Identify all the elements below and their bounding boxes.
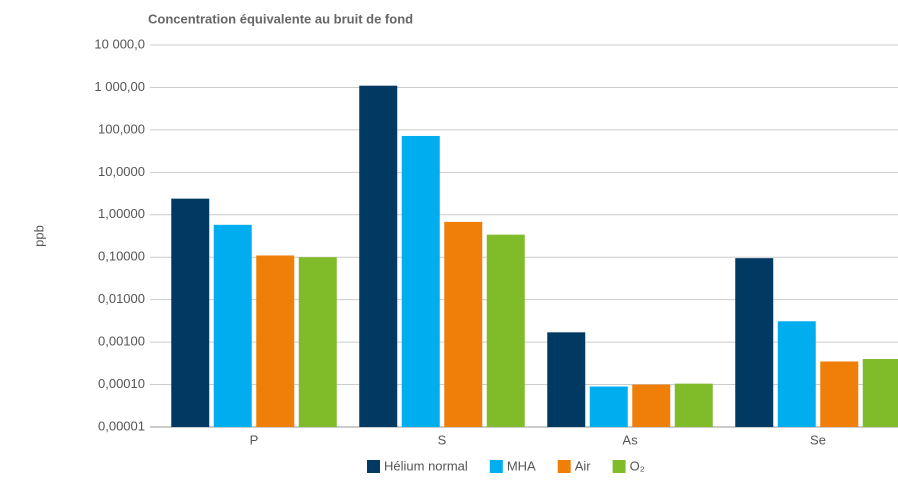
bar <box>547 332 586 427</box>
y-tick-label: 0,00001 <box>98 418 145 433</box>
y-tick-label: 1,00000 <box>98 206 145 221</box>
bar <box>256 255 295 427</box>
y-tick-label: 0,00100 <box>98 334 145 349</box>
bar <box>213 224 252 427</box>
legend-swatch <box>367 460 380 473</box>
bar <box>171 198 210 427</box>
bar <box>820 361 859 427</box>
legend-label: MHA <box>507 458 536 473</box>
legend-swatch <box>612 460 626 473</box>
bar <box>401 135 440 427</box>
x-tick-label: P <box>250 432 259 447</box>
bar <box>735 258 774 427</box>
x-tick-label: As <box>622 432 638 447</box>
legend-label: Air <box>575 458 592 473</box>
bar <box>359 85 398 427</box>
legend-swatch <box>557 460 571 473</box>
legend-label: Hélium normal <box>384 458 468 473</box>
y-tick-label: 1 000,00 <box>94 79 145 94</box>
legend-swatch <box>489 460 503 473</box>
y-tick-label: 0,10000 <box>98 249 145 264</box>
y-tick-label: 0,01000 <box>98 291 145 306</box>
bar <box>486 234 525 427</box>
bar <box>298 257 337 427</box>
bar <box>632 384 671 427</box>
bar <box>862 359 898 427</box>
y-axis-label: ppb <box>31 225 46 247</box>
chart-title: Concentration équivalente au bruit de fo… <box>148 11 413 26</box>
y-tick-label: 100,000 <box>98 121 145 136</box>
bar <box>589 386 628 427</box>
y-tick-label: 10 000,0 <box>94 36 145 51</box>
x-tick-label: S <box>438 432 447 447</box>
x-tick-label: Se <box>810 432 826 447</box>
y-tick-label: 10,0000 <box>98 164 145 179</box>
legend-label: O₂ <box>630 458 645 473</box>
bar <box>444 221 483 427</box>
y-tick-label: 0,00010 <box>98 376 145 391</box>
bar <box>777 321 816 427</box>
bar <box>674 383 713 427</box>
